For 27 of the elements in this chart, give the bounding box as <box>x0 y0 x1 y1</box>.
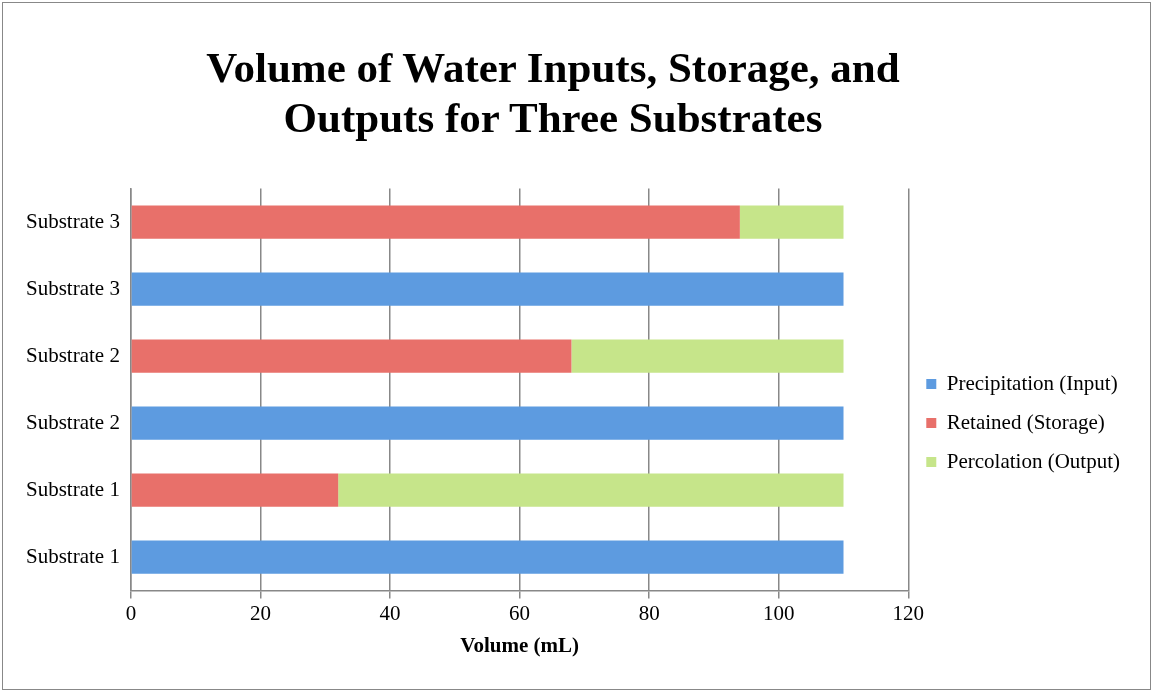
x-axis-title: Volume (mL) <box>460 632 579 657</box>
y-tick-label: Substrate 1 <box>26 543 120 568</box>
y-tick-label: Substrate 3 <box>26 208 120 233</box>
x-tick-label: 20 <box>249 600 271 625</box>
y-tick-label: Substrate 2 <box>26 342 120 367</box>
x-tick-label: 80 <box>638 600 660 625</box>
legend-label: Precipitation (Input) <box>946 370 1118 395</box>
bar <box>338 473 844 507</box>
y-tick-label: Substrate 1 <box>26 476 120 501</box>
legend-label: Retained (Storage) <box>946 409 1105 434</box>
x-tick-label: 100 <box>762 600 795 625</box>
bar <box>131 406 844 440</box>
legend-label: Percolation (Output) <box>946 448 1121 473</box>
x-tick-label: 120 <box>892 600 925 625</box>
bar <box>131 272 844 306</box>
bar <box>571 339 844 373</box>
bar <box>131 473 339 507</box>
chart-title: Volume of Water Inputs, Storage, and Outputs for Three Substrates <box>205 43 901 143</box>
bar <box>131 205 740 239</box>
bar <box>739 205 844 239</box>
x-tick-label: 60 <box>509 600 531 625</box>
bar <box>131 339 572 373</box>
x-tick-label: 0 <box>125 600 137 625</box>
bar <box>131 540 844 574</box>
x-tick-label: 40 <box>379 600 401 625</box>
y-tick-label: Substrate 3 <box>26 275 120 300</box>
y-tick-label: Substrate 2 <box>26 409 120 434</box>
